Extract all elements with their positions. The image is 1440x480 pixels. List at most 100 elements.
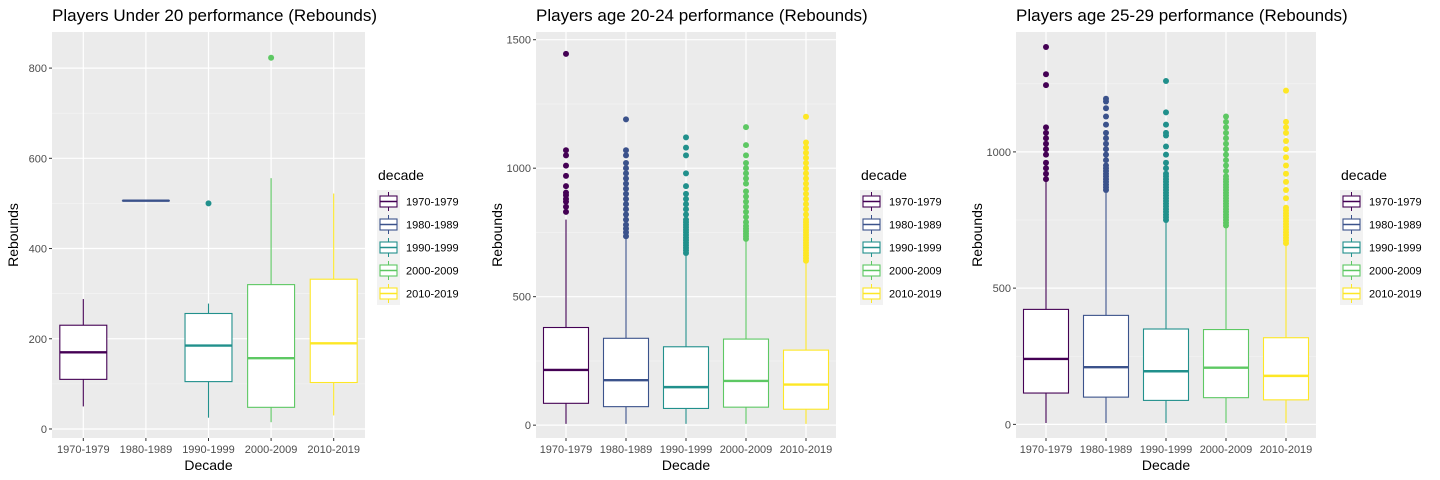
x-tick-label: 1980-1989 (120, 444, 173, 456)
outlier-point (1223, 167, 1229, 174)
x-tick-label: 1980-1989 (600, 444, 653, 456)
outlier-point (803, 190, 809, 197)
outlier-point (623, 180, 629, 187)
outlier-point (1043, 135, 1049, 142)
outlier-point (563, 152, 569, 159)
box-2010-2019 (309, 193, 358, 416)
x-tick-label: 2010-2019 (307, 444, 360, 456)
outlier-point (803, 139, 809, 146)
outlier-point (743, 198, 749, 205)
box-1990-1999 (662, 134, 710, 424)
legend-label: 2000-2009 (1369, 266, 1422, 278)
outlier-point (1163, 151, 1169, 158)
x-tick-label: 1980-1989 (1080, 444, 1133, 456)
outlier-point (623, 206, 629, 213)
outlier-point (803, 216, 809, 223)
outlier-point (1223, 118, 1229, 125)
outlier-point (1283, 154, 1289, 161)
outlier-point (623, 216, 629, 223)
box-body (1082, 314, 1130, 398)
box-body (1262, 337, 1310, 401)
outlier-point (803, 154, 809, 161)
legend-label: 1970-1979 (406, 197, 459, 209)
legend-entry-1970-1979: 1970-1979 (377, 190, 459, 213)
outlier-point (743, 208, 749, 215)
outlier-point (1283, 170, 1289, 177)
legend-title: decade (1341, 167, 1387, 183)
outlier-point (623, 196, 629, 203)
outlier-point (803, 170, 809, 177)
legend-entry-2010-2019: 2010-2019 (860, 282, 942, 305)
outlier-point (803, 113, 809, 120)
box-1980-1989 (1082, 95, 1130, 424)
outlier-point (1283, 137, 1289, 144)
legend: decade 1970-1979 1980-1989 1990-1999 2000-20… (860, 167, 942, 305)
legend-entry-1980-1989: 1980-1989 (377, 213, 459, 236)
outlier-point (1223, 173, 1229, 180)
legend-title: decade (378, 167, 424, 183)
outlier-point (1103, 105, 1109, 112)
x-tick-label: 1990-1999 (1140, 444, 1193, 456)
legend-label: 2000-2009 (889, 266, 942, 278)
outlier-point (683, 196, 689, 203)
outlier-point (1043, 165, 1049, 172)
chart-title: Players age 25-29 performance (Rebounds) (1016, 6, 1348, 25)
outlier-point (1043, 43, 1049, 50)
outlier-point (803, 185, 809, 192)
legend-label: 2010-2019 (1369, 289, 1422, 301)
outlier-point (1043, 159, 1049, 166)
box-body (247, 284, 296, 408)
panel-3: 0 500 1000 1970-1979 1980-1989 1990-1999 2000-… (969, 6, 1422, 473)
x-tick-label: 1970-1979 (57, 444, 110, 456)
outlier-point (1163, 121, 1169, 128)
legend: decade 1970-1979 1980-1989 1990-1999 2000-20… (377, 167, 459, 305)
box-2010-2019 (1262, 87, 1310, 424)
y-tick-label: 500 (513, 292, 531, 304)
outlier-point (1163, 143, 1169, 150)
legend-entry-2000-2009: 2000-2009 (860, 259, 942, 282)
outlier-point (743, 160, 749, 167)
box-2000-2009 (247, 54, 296, 423)
outlier-point (1283, 162, 1289, 169)
legend-label: 1990-1999 (889, 243, 942, 255)
outlier-point (563, 172, 569, 179)
outlier-point (563, 183, 569, 190)
outlier-point (1283, 204, 1289, 211)
legend-entry-1980-1989: 1980-1989 (860, 213, 942, 236)
y-tick-label: 1000 (987, 147, 1011, 159)
outlier-point (1103, 135, 1109, 142)
outlier-point (743, 219, 749, 226)
panel-1: 0 200 400 600 800 1970-1979 1980-1989 1990-1999… (5, 6, 459, 473)
x-axis-label: Decade (662, 457, 710, 473)
outlier-point (743, 180, 749, 187)
outlier-point (623, 152, 629, 159)
chart-title: Players age 20-24 performance (Rebounds) (536, 6, 868, 25)
box-1990-1999 (1142, 78, 1190, 424)
outlier-point (1223, 129, 1229, 136)
box-1970-1979 (542, 50, 590, 424)
legend-entry-1970-1979: 1970-1979 (1340, 190, 1422, 213)
outlier-point (803, 144, 809, 151)
outlier-point (743, 203, 749, 210)
legend: decade 1970-1979 1980-1989 1990-1999 2000-20… (1340, 167, 1422, 305)
outlier-point (1043, 71, 1049, 78)
chart-title: Players Under 20 performance (Rebounds) (52, 6, 377, 25)
outlier-point (623, 175, 629, 182)
legend-entry-1970-1979: 1970-1979 (860, 190, 942, 213)
outlier-point (803, 149, 809, 156)
outlier-point (683, 144, 689, 151)
outlier-point (683, 152, 689, 159)
outlier-point (803, 165, 809, 172)
outlier-point (683, 170, 689, 177)
outlier-point (1043, 170, 1049, 177)
outlier-point (743, 124, 749, 131)
outlier-point (1043, 151, 1049, 158)
outlier-point (743, 170, 749, 177)
box-body (662, 346, 710, 409)
box-body (782, 349, 830, 410)
outlier-point (803, 175, 809, 182)
outlier-point (623, 185, 629, 192)
outlier-point (623, 160, 629, 167)
outlier-point (1223, 113, 1229, 120)
outlier-point (683, 190, 689, 197)
